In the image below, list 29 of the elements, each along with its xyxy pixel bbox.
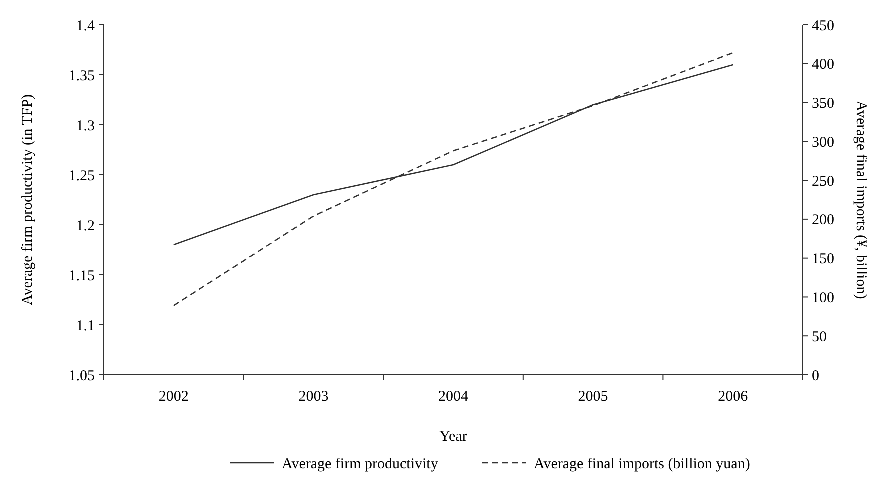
y2-tick-label: 100 [812, 290, 834, 306]
x-tick-label: 2003 [298, 389, 329, 405]
y2-tick-label: 300 [812, 134, 834, 151]
x-tick-label: 2002 [158, 389, 189, 405]
y2-tick-label: 150 [812, 252, 834, 268]
legend-label: Average final imports (billion yuan) [534, 456, 750, 472]
x-tick-label: 2006 [718, 389, 749, 405]
y2-tick-label: 250 [812, 174, 834, 190]
x-tick-label: 2005 [578, 389, 608, 405]
y-tick-label: 1.35 [68, 68, 95, 84]
y-tick-label: 1.15 [68, 268, 95, 284]
y-tick-label: 1.4 [76, 18, 96, 34]
y-axis-title: Average firm productivity (in TFP) [20, 94, 36, 306]
y-tick-label: 1.2 [76, 218, 95, 234]
y2-tick-label: 50 [812, 329, 827, 346]
y2-tick-label: 0 [812, 368, 820, 384]
line-series [173, 52, 734, 306]
y2-tick-label: 400 [812, 57, 834, 74]
y2-tick-label: 200 [812, 212, 834, 229]
y2-tick-label: 450 [812, 18, 834, 34]
legend-label: Average firm productivity [282, 456, 439, 472]
y-tick-label: 1.05 [68, 368, 95, 384]
x-tick-label: 2004 [438, 389, 469, 405]
y-tick-label: 1.1 [76, 318, 95, 334]
y-tick-label: 1.25 [68, 168, 95, 184]
y2-axis-title: Average final imports (¥, billion) [853, 100, 869, 300]
y2-tick-label: 350 [812, 96, 834, 112]
y-tick-label: 1.3 [76, 118, 95, 134]
x-axis-title: Year [440, 429, 468, 445]
